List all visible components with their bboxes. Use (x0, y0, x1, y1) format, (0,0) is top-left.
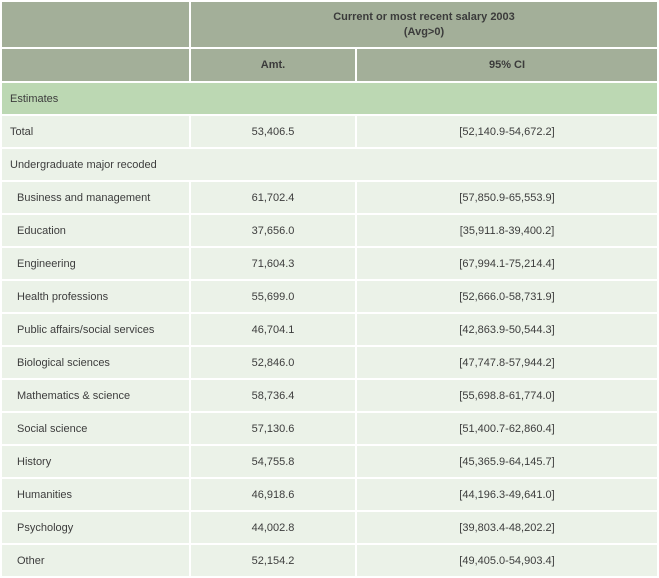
table-row: Business and management 61,702.4 [57,850.9… (2, 182, 657, 213)
section-header-cell: Estimates (2, 83, 657, 114)
table-title: Current or most recent salary 2003 (333, 10, 515, 23)
ci-value-cell: [47,747.8-57,944.2] (357, 347, 657, 378)
header-corner-cell (2, 2, 189, 47)
header-group-cell: Current or most recent salary 2003 (Avg>… (191, 2, 657, 47)
table-row: Mathematics & science 58,736.4 [55,698.8-6… (2, 380, 657, 411)
section-header-cell: Undergraduate major recoded (2, 149, 657, 180)
row-label-cell: Public affairs/social services (2, 314, 189, 345)
table-body: Estimates Total 53,406.5 [52,140.9-54,672.2… (2, 83, 657, 576)
row-label-cell: Business and management (2, 182, 189, 213)
header-group-row: Current or most recent salary 2003 (Avg>… (2, 2, 657, 47)
ci-value-cell: [44,196.3-49,641.0] (357, 479, 657, 510)
amt-value-cell: 55,699.0 (191, 281, 355, 312)
table-row: Biological sciences 52,846.0 [47,747.8-57,… (2, 347, 657, 378)
amt-value-cell: 54,755.8 (191, 446, 355, 477)
ci-value-cell: [42,863.9-50,544.3] (357, 314, 657, 345)
amt-value-cell: 53,406.5 (191, 116, 355, 147)
table-row: Social science 57,130.6 [51,400.7-62,860.4… (2, 413, 657, 444)
section-row: Estimates (2, 83, 657, 114)
table-row: Engineering 71,604.3 [67,994.1-75,214.4] (2, 248, 657, 279)
ci-value-cell: [52,666.0-58,731.9] (357, 281, 657, 312)
amt-value-cell: 58,736.4 (191, 380, 355, 411)
table-row: Total 53,406.5 [52,140.9-54,672.2] (2, 116, 657, 147)
amt-value-cell: 46,918.6 (191, 479, 355, 510)
row-label-cell: Biological sciences (2, 347, 189, 378)
ci-value-cell: [39,803.4-48,202.2] (357, 512, 657, 543)
amt-value-cell: 52,154.2 (191, 545, 355, 576)
row-label-cell: Education (2, 215, 189, 246)
amt-value-cell: 37,656.0 (191, 215, 355, 246)
table-row: History 54,755.8 [45,365.9-64,145.7] (2, 446, 657, 477)
header-ci-cell: 95% CI (357, 49, 657, 81)
amt-value-cell: 52,846.0 (191, 347, 355, 378)
row-label-cell: Engineering (2, 248, 189, 279)
header-amt-cell: Amt. (191, 49, 355, 81)
header-columns-row: Amt. 95% CI (2, 49, 657, 81)
amt-value-cell: 57,130.6 (191, 413, 355, 444)
row-label-cell: History (2, 446, 189, 477)
table-row: Education 37,656.0 [35,911.8-39,400.2] (2, 215, 657, 246)
row-label-cell: Humanities (2, 479, 189, 510)
row-label-cell: Mathematics & science (2, 380, 189, 411)
table-subtitle: (Avg>0) (403, 25, 445, 38)
amt-value-cell: 46,704.1 (191, 314, 355, 345)
ci-value-cell: [57,850.9-65,553.9] (357, 182, 657, 213)
table-row: Psychology 44,002.8 [39,803.4-48,202.2] (2, 512, 657, 543)
row-label-cell: Psychology (2, 512, 189, 543)
amt-value-cell: 71,604.3 (191, 248, 355, 279)
ci-value-cell: [35,911.8-39,400.2] (357, 215, 657, 246)
table-row: Humanities 46,918.6 [44,196.3-49,641.0] (2, 479, 657, 510)
header-empty-cell (2, 49, 189, 81)
ci-value-cell: [67,994.1-75,214.4] (357, 248, 657, 279)
ci-value-cell: [55,698.8-61,774.0] (357, 380, 657, 411)
row-label-cell: Health professions (2, 281, 189, 312)
row-label-cell: Other (2, 545, 189, 576)
row-label-cell: Social science (2, 413, 189, 444)
ci-value-cell: [49,405.0-54,903.4] (357, 545, 657, 576)
ci-value-cell: [52,140.9-54,672.2] (357, 116, 657, 147)
row-label-cell: Total (2, 116, 189, 147)
table-row: Public affairs/social services 46,704.1 [4… (2, 314, 657, 345)
amt-value-cell: 61,702.4 (191, 182, 355, 213)
table-row: Health professions 55,699.0 [52,666.0-58,7… (2, 281, 657, 312)
section-row: Undergraduate major recoded (2, 149, 657, 180)
ci-value-cell: [45,365.9-64,145.7] (357, 446, 657, 477)
amt-value-cell: 44,002.8 (191, 512, 355, 543)
table-row: Other 52,154.2 [49,405.0-54,903.4] (2, 545, 657, 576)
ci-value-cell: [51,400.7-62,860.4] (357, 413, 657, 444)
